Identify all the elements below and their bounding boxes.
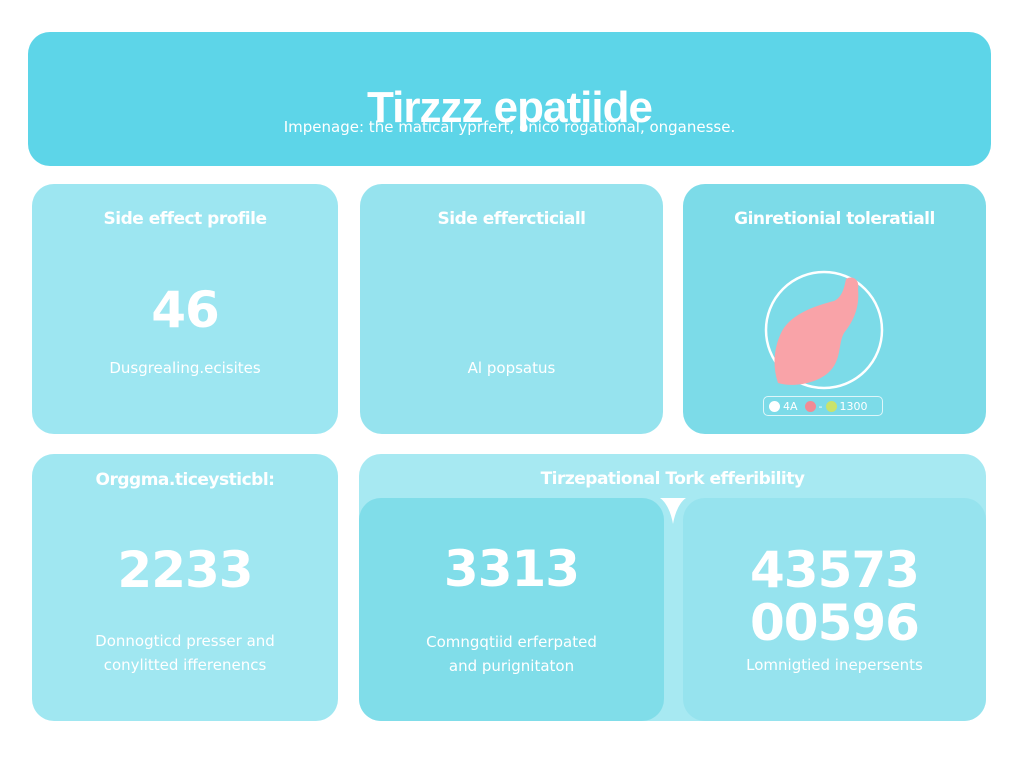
card-description: Dusgrealing.ecisites (109, 359, 261, 377)
card-value-line2: 00596 (750, 594, 920, 652)
legend-label: 4A (783, 399, 798, 413)
card-description-line2: and purignitaton (448, 657, 575, 675)
legend-dot-white (769, 400, 780, 412)
legend: 4A - 1300 (763, 396, 883, 416)
card-description: Lomnigtied inepersents (746, 656, 923, 674)
legend-dot-red (804, 400, 816, 412)
header-banner: Tirzzz epatiide Impenage: the matical yp… (28, 32, 991, 166)
legend-label: 1300 (839, 399, 868, 413)
card-title: Ginretionial toleratiall (734, 209, 935, 229)
page-subtitle: Impenage: the matical yprfert, onico rog… (283, 118, 736, 136)
card-title: Side effercticiall (437, 209, 586, 229)
page-title: Tirzzz epatiide (367, 83, 653, 132)
card-title: Side effect profile (103, 209, 267, 229)
card-side-effect-profile: Side effect profile 46 Dusgrealing.ecisi… (32, 184, 338, 434)
notch-divider (652, 498, 694, 528)
card-title: Orggma.ticeysticbl: (95, 470, 275, 490)
subcard-2: 43573 00596 Lomnigtied inepersents (683, 498, 986, 721)
subcard-1: 3313 Comngqtiid erferpated and purignita… (359, 498, 664, 721)
card-description: Al popsatus (467, 359, 556, 377)
card-value: 46 (151, 281, 220, 339)
card-side-effect-2: Side effercticiall Al popsatus (360, 184, 663, 434)
panel-title: Tirzepational Tork efferibility (540, 469, 805, 489)
card-description-line1: Comngqtiid erferpated (426, 633, 597, 651)
card-organ-statistics: Orggma.ticeysticbl: 2233 Donnogticd pres… (32, 454, 338, 721)
card-description-line1: Donnogticd presser and (95, 632, 275, 650)
card-value-line1: 43573 (750, 541, 920, 599)
card-description-line2: conylitted ifferenencs (103, 656, 267, 674)
legend-label: - (818, 399, 823, 413)
stomach-icon (760, 265, 890, 395)
card-value: 2233 (117, 541, 253, 599)
card-value: 3313 (443, 540, 580, 598)
legend-dot-green (825, 400, 837, 412)
